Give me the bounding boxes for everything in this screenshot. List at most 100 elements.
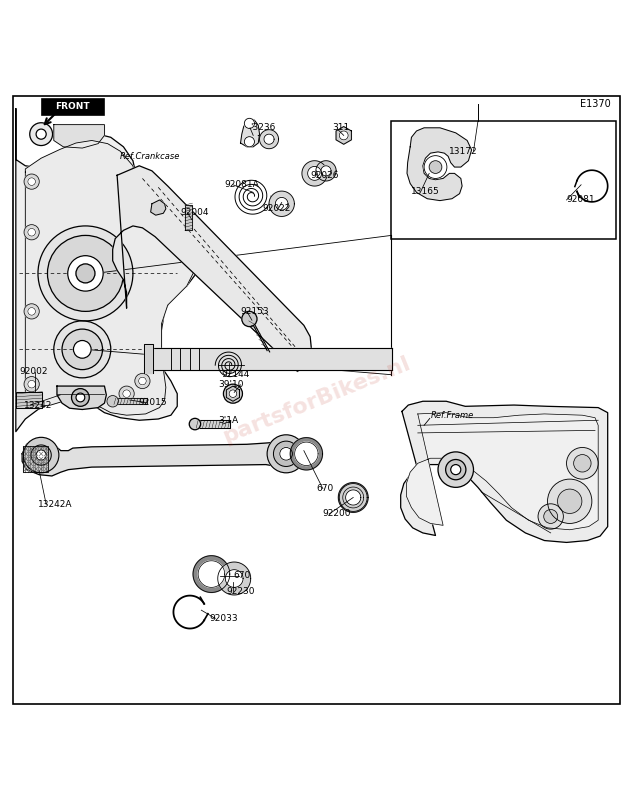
Circle shape — [548, 479, 592, 523]
Bar — [113, 398, 147, 405]
Text: 13165: 13165 — [411, 186, 440, 196]
Polygon shape — [346, 490, 361, 505]
Bar — [23, 446, 48, 472]
Polygon shape — [406, 413, 598, 530]
Circle shape — [123, 390, 130, 398]
Polygon shape — [227, 386, 239, 402]
Text: 92022: 92022 — [263, 204, 291, 213]
Polygon shape — [339, 483, 367, 511]
Circle shape — [567, 447, 598, 479]
Text: 13242: 13242 — [24, 401, 53, 410]
Polygon shape — [54, 125, 104, 148]
Polygon shape — [198, 561, 225, 587]
Polygon shape — [57, 386, 106, 410]
Polygon shape — [151, 200, 166, 215]
Polygon shape — [302, 161, 327, 186]
Text: 13172: 13172 — [449, 146, 478, 156]
Text: 92200: 92200 — [323, 510, 351, 518]
Polygon shape — [241, 119, 260, 146]
Circle shape — [135, 374, 150, 389]
Polygon shape — [407, 128, 472, 201]
Text: Ref.Frame: Ref.Frame — [430, 411, 473, 420]
Circle shape — [38, 226, 133, 321]
Circle shape — [429, 161, 442, 174]
Polygon shape — [25, 141, 193, 415]
Circle shape — [223, 384, 242, 403]
Circle shape — [31, 445, 51, 465]
Bar — [16, 393, 42, 407]
Circle shape — [544, 510, 558, 523]
Polygon shape — [343, 487, 363, 508]
Bar — [185, 205, 192, 230]
Text: FRONT: FRONT — [56, 102, 90, 111]
Text: 92033: 92033 — [209, 614, 237, 623]
Text: partsforBikes.nl: partsforBikes.nl — [220, 353, 413, 447]
Text: 311: 311 — [332, 123, 349, 132]
Circle shape — [47, 235, 123, 311]
Text: 92153: 92153 — [241, 307, 269, 316]
Text: 3'1A: 3'1A — [218, 416, 239, 426]
Circle shape — [267, 435, 305, 473]
Text: 92015: 92015 — [138, 398, 166, 407]
Circle shape — [24, 377, 39, 392]
Circle shape — [68, 256, 103, 291]
Polygon shape — [308, 166, 322, 180]
Text: 92081: 92081 — [567, 195, 595, 205]
Polygon shape — [260, 130, 279, 149]
Circle shape — [54, 321, 111, 378]
Circle shape — [573, 454, 591, 472]
Text: 92081A: 92081A — [225, 180, 260, 190]
Bar — [391, 122, 616, 238]
FancyBboxPatch shape — [42, 99, 104, 114]
Circle shape — [107, 395, 118, 407]
Text: 92002: 92002 — [19, 367, 47, 376]
Circle shape — [24, 174, 39, 190]
Text: Ref.Crankcase: Ref.Crankcase — [120, 153, 180, 162]
Circle shape — [538, 504, 563, 529]
Circle shape — [119, 386, 134, 402]
Polygon shape — [295, 442, 318, 466]
Circle shape — [139, 378, 146, 385]
Text: E1370: E1370 — [580, 99, 611, 110]
Circle shape — [36, 129, 46, 139]
Text: '3236: '3236 — [250, 123, 275, 132]
Circle shape — [28, 380, 35, 388]
Polygon shape — [401, 402, 608, 542]
Circle shape — [72, 389, 89, 406]
Circle shape — [36, 450, 46, 460]
Text: 92026: 92026 — [310, 170, 339, 180]
Circle shape — [62, 329, 103, 370]
Polygon shape — [291, 438, 322, 470]
Circle shape — [76, 393, 85, 402]
Circle shape — [189, 418, 201, 430]
Circle shape — [28, 178, 35, 186]
Circle shape — [438, 452, 473, 487]
Circle shape — [558, 489, 582, 514]
Circle shape — [424, 156, 447, 178]
Polygon shape — [339, 482, 368, 512]
Polygon shape — [269, 191, 294, 217]
Circle shape — [273, 441, 299, 466]
Text: 92144: 92144 — [222, 370, 250, 379]
Text: 92230: 92230 — [227, 586, 255, 596]
Circle shape — [30, 122, 53, 146]
Circle shape — [23, 438, 59, 473]
Polygon shape — [16, 109, 196, 432]
Polygon shape — [264, 134, 274, 144]
Polygon shape — [218, 562, 251, 595]
Circle shape — [451, 465, 461, 474]
Text: 39'10: 39'10 — [218, 380, 244, 390]
Circle shape — [73, 341, 91, 358]
Circle shape — [76, 264, 95, 283]
Text: 92004: 92004 — [180, 208, 209, 217]
Circle shape — [339, 131, 348, 140]
Circle shape — [28, 229, 35, 236]
Circle shape — [280, 447, 292, 460]
Circle shape — [242, 311, 257, 326]
Circle shape — [24, 304, 39, 319]
Polygon shape — [193, 556, 230, 593]
Circle shape — [244, 137, 254, 146]
Text: 670: 670 — [316, 484, 334, 493]
Polygon shape — [336, 126, 351, 144]
Circle shape — [244, 118, 254, 129]
